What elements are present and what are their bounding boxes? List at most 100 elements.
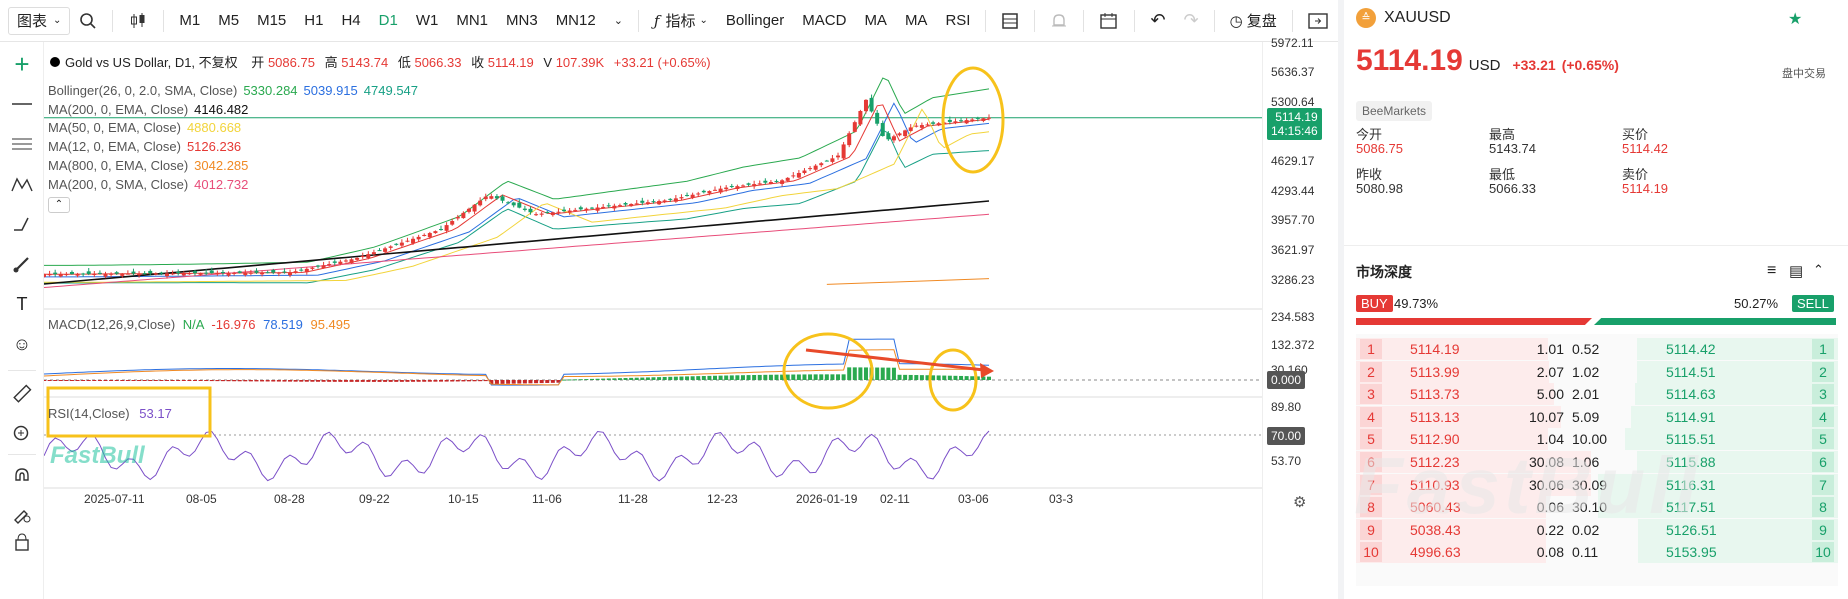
date-label: 03-3	[1049, 492, 1074, 506]
macd-histogram-bar	[192, 380, 197, 381]
ask-price[interactable]: 5115.88	[1666, 454, 1716, 470]
candlestick-icon[interactable]	[119, 0, 157, 42]
candle-body	[545, 211, 550, 213]
divider	[1034, 9, 1036, 32]
layout-icon[interactable]	[992, 0, 1028, 42]
settings-gear-icon[interactable]: ⚙	[1293, 494, 1307, 511]
timeframe-mn12[interactable]: MN12	[555, 12, 596, 29]
horizontal-line-icon[interactable]	[8, 90, 36, 118]
price-chart[interactable]: Gold vs US Dollar, D1, 不复权 开 5086.75 高 5…	[44, 42, 1338, 599]
bid-price[interactable]: 5113.73	[1410, 386, 1460, 403]
ask-price[interactable]: 5114.91	[1666, 408, 1716, 425]
trend-tool-icon[interactable]	[8, 210, 36, 238]
chevron-up-icon[interactable]: ⌃	[1813, 262, 1824, 277]
bid-price[interactable]: 5113.99	[1410, 363, 1460, 380]
ohlc-change: +33.21 (+0.65%)	[613, 55, 711, 70]
collapse-legend-button[interactable]: ⌃	[48, 197, 70, 213]
indicator-bollinger-button[interactable]: Bollinger	[725, 12, 785, 29]
ask-price[interactable]: 5126.51	[1666, 521, 1717, 538]
candle-body	[220, 271, 225, 274]
chart-canvas[interactable]	[44, 42, 1262, 599]
ask-depth-bar	[1635, 383, 1838, 406]
indicator-value: 5039.915	[303, 83, 358, 98]
alert-icon[interactable]	[1041, 0, 1077, 42]
indicator-ma-button[interactable]: MA	[864, 12, 887, 29]
candle-body	[360, 256, 365, 258]
bid-depth-bar	[1356, 541, 1547, 564]
bid-price[interactable]: 5114.19	[1410, 341, 1460, 357]
ask-price[interactable]: 5117.51	[1666, 499, 1716, 516]
ask-level: 6	[1812, 452, 1834, 472]
lock-icon[interactable]	[8, 532, 36, 552]
zoom-in-icon[interactable]	[8, 420, 36, 448]
ask-depth-bar	[1637, 518, 1838, 541]
bid-price[interactable]: 5113.13	[1410, 408, 1460, 425]
favorite-star-icon[interactable]: ★	[1788, 11, 1803, 28]
candle-body	[237, 271, 242, 273]
macd-histogram-bar	[768, 374, 773, 380]
indicators-button[interactable]: ƒ 指标 ⌄	[645, 0, 717, 42]
bid-price[interactable]: 4996.63	[1410, 544, 1461, 561]
macd-histogram-bar	[265, 380, 270, 382]
timeframe-m5[interactable]: M5	[218, 12, 240, 29]
bid-price[interactable]: 5038.43	[1410, 521, 1461, 538]
chart-type-dropdown[interactable]: 图表 ⌄	[8, 6, 71, 35]
ask-level: 8	[1812, 497, 1834, 518]
indicator-macd-button[interactable]: MACD	[802, 12, 847, 29]
buy-percent: 49.73%	[1394, 296, 1439, 311]
timeframe-h1[interactable]: H1	[304, 12, 324, 29]
magnet-icon[interactable]	[8, 462, 36, 490]
timeframe-d1[interactable]: D1	[378, 12, 398, 29]
ask-price[interactable]: 5116.31	[1666, 476, 1716, 493]
crosshair-plus-icon[interactable]: +	[14, 48, 30, 79]
candle-body	[343, 260, 348, 262]
price-axis[interactable]: 5972.11 5636.37 5300.64 4629.17 4293.44 3957.…	[1262, 36, 1338, 599]
indicator-rsi-button[interactable]: RSI	[945, 12, 971, 29]
timeframe-mn1[interactable]: MN1	[456, 12, 489, 29]
timeframe-w1[interactable]: W1	[415, 12, 439, 29]
undo-icon[interactable]: ↶	[1150, 10, 1166, 30]
ruler-icon[interactable]	[8, 380, 36, 408]
ask-price[interactable]: 5114.63	[1666, 386, 1716, 403]
bid-price[interactable]: 5060.43	[1410, 499, 1461, 516]
parallel-lines-icon[interactable]	[8, 130, 36, 158]
brush-icon[interactable]	[8, 250, 36, 278]
macd-histogram-bar	[713, 375, 718, 380]
timeframe-h4[interactable]: H4	[341, 12, 361, 29]
macd-histogram-bar	[416, 380, 421, 382]
candle-body	[377, 250, 382, 252]
bid-price[interactable]: 5112.23	[1410, 454, 1460, 470]
chevron-down-icon[interactable]: ⌄	[613, 15, 623, 27]
timeframe-m15[interactable]: M15	[257, 12, 287, 29]
candle-body	[629, 203, 634, 207]
timeframe-mn3[interactable]: MN3	[506, 12, 538, 29]
macd-histogram-bar	[204, 380, 209, 382]
timeframe-m1[interactable]: M1	[179, 12, 201, 29]
redo-icon[interactable]: ↷	[1183, 10, 1199, 30]
fullscreen-icon[interactable]	[1299, 0, 1337, 42]
indicator-ma-button[interactable]: MA	[904, 12, 928, 29]
ask-price[interactable]: 5114.51	[1666, 363, 1716, 380]
lock-drawing-icon[interactable]	[8, 500, 36, 528]
bid-price[interactable]: 5110.93	[1410, 476, 1460, 493]
text-tool-icon[interactable]: T	[16, 293, 28, 314]
macd-histogram-bar	[271, 380, 276, 382]
date-label: 11-06	[532, 492, 562, 506]
search-icon[interactable]	[70, 0, 106, 42]
ask-price[interactable]: 5114.42	[1666, 341, 1716, 357]
wave-pattern-icon[interactable]	[8, 170, 36, 198]
macd-histogram-bar	[86, 380, 91, 381]
ask-price[interactable]: 5153.95	[1666, 544, 1717, 561]
emoji-icon[interactable]: ☺	[12, 333, 32, 354]
bid-price[interactable]: 5112.90	[1410, 431, 1460, 448]
ask-price[interactable]: 5115.51	[1666, 431, 1716, 448]
candle-body	[947, 119, 952, 122]
divider	[1213, 9, 1215, 32]
bid-volume: 5.00	[1536, 386, 1564, 403]
macd-histogram-bar	[701, 376, 706, 380]
list-view-icon[interactable]: ≡	[1767, 262, 1777, 279]
macd-histogram-bar	[964, 376, 969, 380]
book-view-icon[interactable]: ▤	[1789, 263, 1804, 280]
calendar-icon[interactable]	[1090, 0, 1128, 42]
replay-button[interactable]: ◷ 复盘	[1221, 0, 1286, 42]
